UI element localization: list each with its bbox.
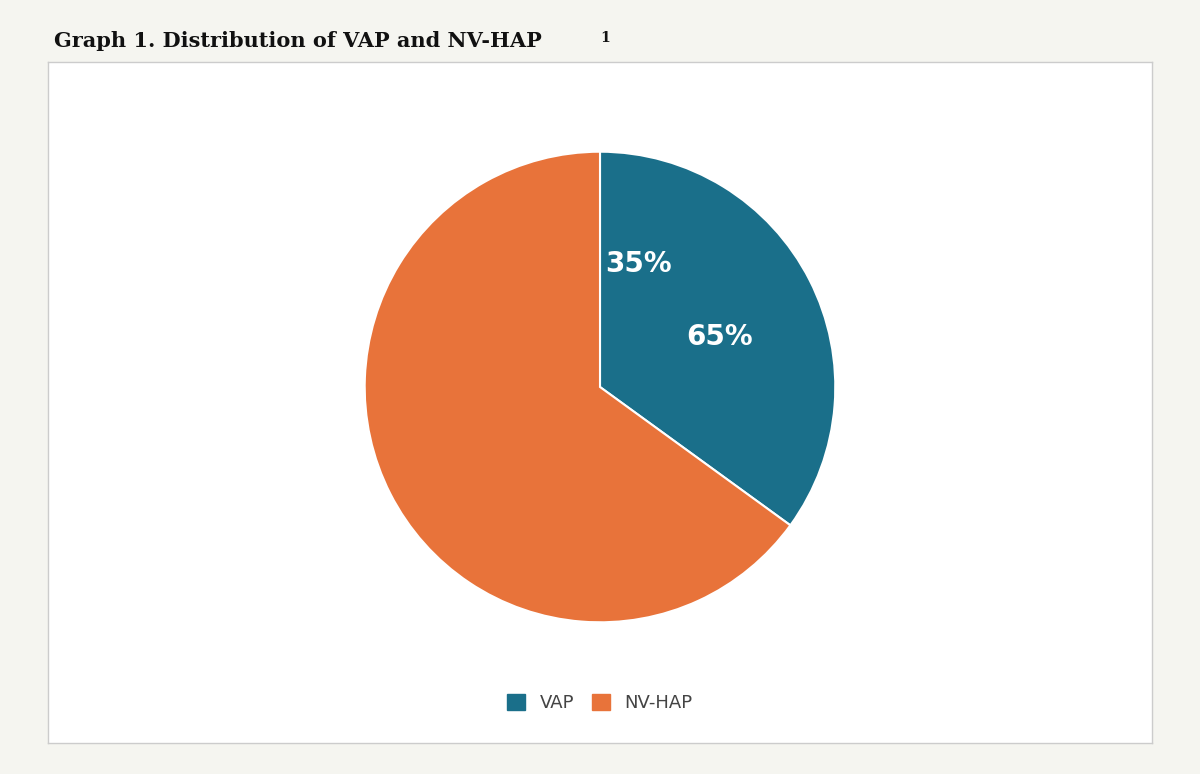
Text: 35%: 35%	[606, 249, 672, 278]
Text: 1: 1	[600, 31, 610, 45]
Legend: VAP, NV-HAP: VAP, NV-HAP	[500, 687, 700, 719]
Text: Graph 1. Distribution of VAP and NV-HAP: Graph 1. Distribution of VAP and NV-HAP	[54, 31, 541, 51]
Text: 65%: 65%	[686, 324, 752, 351]
Wedge shape	[365, 152, 791, 622]
Wedge shape	[600, 152, 835, 526]
